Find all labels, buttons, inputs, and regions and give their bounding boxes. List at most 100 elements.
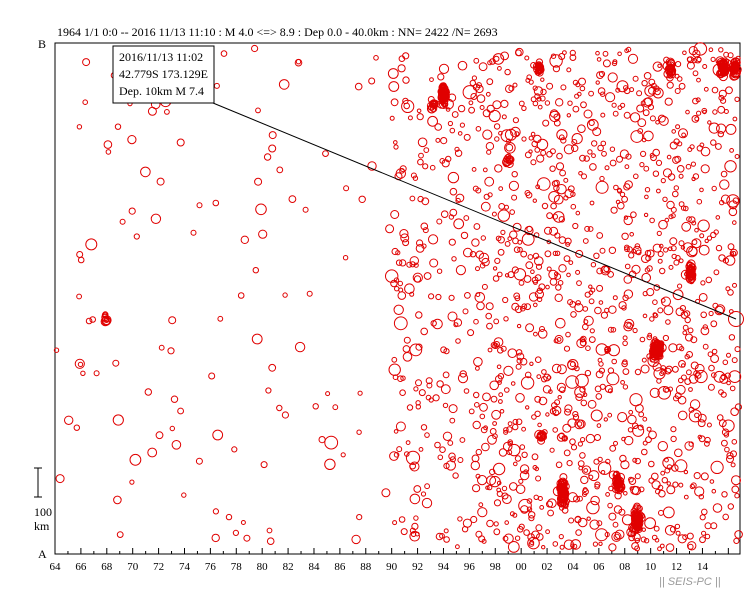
event-point — [64, 415, 74, 425]
event-point — [171, 440, 182, 450]
x-tick-label: 06 — [593, 561, 605, 573]
event-point — [531, 530, 540, 540]
event-point — [731, 475, 741, 486]
event-point — [673, 185, 679, 191]
event-point — [546, 239, 552, 245]
event-point — [727, 243, 735, 251]
event-point — [437, 73, 445, 81]
event-point — [487, 347, 493, 353]
event-point — [501, 485, 508, 492]
event-point — [566, 272, 571, 278]
event-point — [421, 497, 433, 509]
event-point — [543, 373, 551, 382]
event-point — [477, 507, 488, 518]
event-point — [528, 511, 536, 519]
event-point — [600, 470, 606, 475]
event-point — [399, 389, 406, 397]
event-point — [569, 361, 576, 368]
event-point — [643, 165, 650, 172]
event-point — [112, 359, 120, 367]
event-point — [567, 100, 573, 106]
event-point — [486, 475, 497, 486]
event-point — [533, 494, 539, 500]
event-point — [603, 265, 610, 273]
event-point — [217, 315, 224, 322]
event-point — [664, 367, 672, 375]
x-axis: 64 66 68 70 72 74 76 78 80 82 84 86 88 90 92 94 96 98 00 02… — [50, 548, 729, 573]
event-point — [666, 71, 673, 78]
event-point — [524, 190, 531, 196]
event-point — [666, 481, 671, 486]
event-point — [696, 110, 702, 116]
event-point — [574, 93, 580, 99]
event-point — [731, 485, 740, 494]
event-point — [725, 86, 733, 95]
event-point — [697, 219, 710, 232]
event-point — [497, 66, 502, 71]
event-point — [678, 258, 684, 264]
x-tick-label: 12 — [671, 561, 682, 573]
event-point — [658, 243, 664, 249]
event-point — [80, 370, 86, 376]
event-point — [519, 444, 526, 450]
event-point — [439, 82, 447, 90]
event-point — [497, 248, 505, 256]
event-point — [490, 395, 498, 403]
event-point — [457, 104, 466, 113]
event-point — [472, 484, 481, 493]
event-point — [630, 112, 641, 123]
event-point — [590, 409, 603, 422]
event-point — [551, 180, 559, 187]
event-point — [528, 515, 535, 522]
event-point — [528, 541, 535, 547]
event-point — [678, 201, 685, 208]
event-point — [505, 143, 514, 152]
event-point — [607, 412, 613, 418]
event-point — [496, 364, 502, 370]
event-point — [580, 437, 586, 443]
event-point — [659, 543, 665, 549]
event-point — [651, 472, 659, 481]
event-point — [558, 479, 568, 488]
event-point — [476, 82, 482, 89]
event-point — [560, 137, 567, 144]
event-point — [510, 126, 521, 138]
event-point — [500, 51, 510, 61]
event-point — [697, 413, 707, 423]
event-point — [540, 149, 547, 156]
event-point — [698, 494, 704, 500]
event-point — [657, 441, 668, 452]
event-point — [497, 209, 510, 222]
event-point — [705, 276, 713, 284]
event-point — [511, 171, 518, 178]
event-point — [557, 395, 562, 400]
x-tick-label: 00 — [516, 561, 528, 573]
event-point — [516, 349, 523, 356]
event-point — [655, 488, 661, 495]
event-point — [608, 512, 617, 521]
event-point — [508, 180, 520, 191]
event-point — [699, 233, 705, 239]
event-point — [468, 100, 474, 106]
info-box-line1: 2016/11/13 11:02 — [119, 50, 203, 64]
event-point — [388, 363, 401, 376]
event-point — [557, 280, 564, 286]
event-point — [489, 380, 500, 391]
event-point — [697, 419, 706, 428]
x-tick-label: 02 — [542, 561, 553, 573]
event-point — [716, 414, 724, 421]
event-point — [584, 225, 591, 232]
event-point — [731, 250, 737, 256]
event-point — [559, 544, 565, 550]
event-point — [576, 421, 583, 427]
highlight-event-point — [728, 311, 744, 327]
event-point — [517, 526, 524, 533]
event-point — [416, 108, 422, 114]
event-point — [481, 538, 487, 544]
event-point — [700, 164, 710, 174]
event-point — [622, 359, 628, 365]
event-point — [420, 327, 429, 336]
event-point — [582, 488, 589, 496]
event-point — [649, 387, 660, 398]
event-point — [734, 493, 740, 499]
